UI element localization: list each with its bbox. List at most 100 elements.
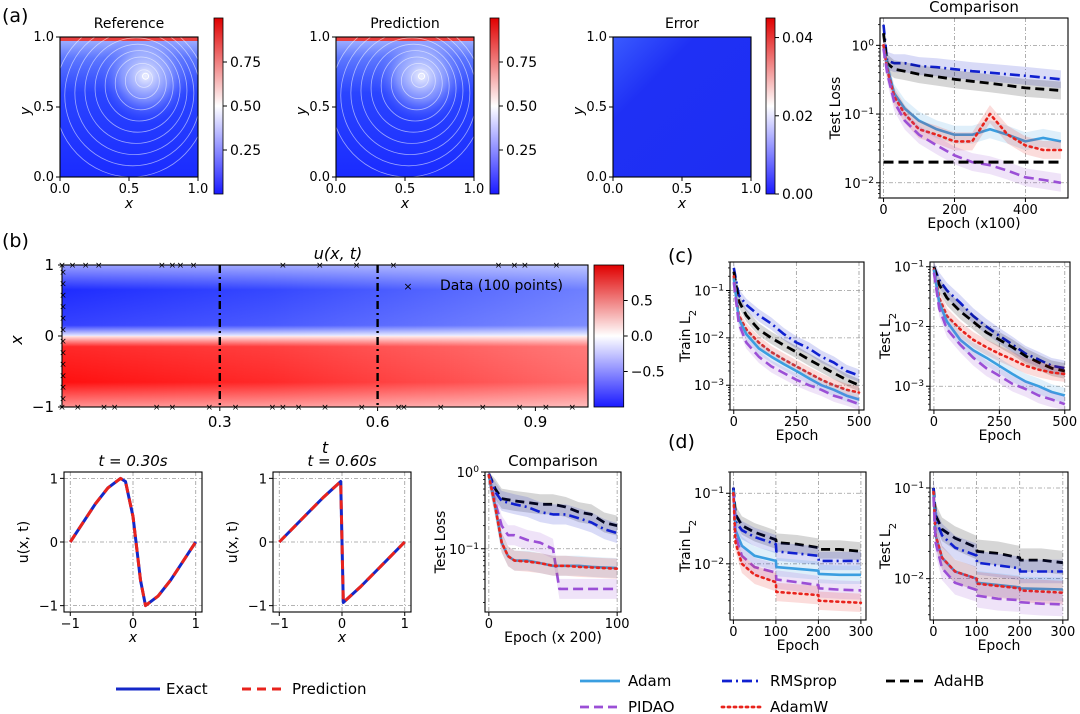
series-line-pidao [882, 48, 1062, 185]
series-line-adam [932, 269, 1066, 397]
plot-frame [484, 471, 622, 613]
colorbar [213, 17, 224, 195]
data-point-marker: × [553, 261, 561, 271]
x-axis-label: x [128, 630, 138, 646]
x-tick-label: 400 [1013, 203, 1038, 218]
chart-b-t060: −1 0 1 1 0 −1 t = 0.60s x u(x, t) [225, 452, 412, 646]
y-tick-label: 10−1 [694, 284, 724, 300]
data-point-marker: × [69, 261, 77, 271]
legend-label-pidao: PIDAO [628, 698, 675, 714]
streamline [104, 50, 174, 122]
y-tick-label: 1.0 [33, 30, 54, 45]
x-tick-label: 1.0 [741, 182, 762, 197]
streamline [390, 56, 443, 111]
y-axis-label: y [294, 106, 310, 116]
data-point-marker: × [321, 403, 329, 413]
series-band-adam [933, 480, 1063, 602]
vortex-center [418, 72, 426, 80]
x-axis-label: Epoch (x100) [927, 216, 1020, 232]
streamline [370, 43, 457, 133]
colorbar-tick-label: 0.25 [230, 143, 261, 159]
chart-title: u(x, t) [314, 244, 363, 263]
x-tick-label: 500 [1052, 415, 1077, 430]
series-band-adamw [883, 36, 1061, 159]
chart-title: Reference [94, 16, 165, 32]
colorbar-tick-label: 0.5 [631, 294, 653, 310]
y-axis-label: Train L2 [678, 310, 699, 363]
x-axis-label: Epoch [979, 428, 1022, 444]
streamline [84, 37, 188, 144]
legend-label-exact: Exact [166, 680, 208, 698]
y-tick-label: 10−1 [894, 260, 924, 276]
streamline [94, 43, 181, 133]
data-point-marker: × [95, 261, 103, 271]
data-point-marker: × [169, 261, 177, 271]
series-line-adamw [932, 490, 1065, 594]
y-tick-label: 10−2 [844, 176, 874, 192]
streamline [380, 50, 450, 122]
data-point-marker: × [177, 261, 185, 271]
x-tick-label: 1.0 [464, 182, 485, 197]
colorbar-tick-label: 0.00 [782, 187, 813, 203]
streamline [411, 69, 429, 88]
colorbar-tick-label: 0.25 [506, 143, 537, 159]
charts-layer: 0.0 0.5 1.00.00.51.0Referencexy0.250.500.7… [7, 0, 1077, 654]
data-point-marker: × [59, 360, 67, 370]
y-tick-label: 100 [852, 38, 875, 54]
streamline [350, 31, 471, 155]
y-tick-label: 10−2 [894, 319, 924, 335]
series-band-rmsprop [733, 478, 861, 571]
y-tick-label: 1 [259, 472, 267, 487]
chart-title: Comparison [929, 0, 1019, 16]
series-line-adahb [487, 473, 618, 528]
colorbar-tick-label: 0.02 [782, 109, 813, 125]
x-tick-label: 0.5 [672, 182, 693, 197]
panel-label-c: (c) [668, 245, 693, 267]
series-line-rmsprop [732, 487, 861, 563]
data-point-marker: × [400, 403, 408, 413]
chart-b-comparison: 0 100 100 10−1 Comparison Epoch (x 200) Test L… [433, 452, 630, 646]
data-point-marker: × [279, 261, 287, 271]
series-line-adahb [732, 271, 860, 387]
data-point-marker: × [511, 261, 519, 271]
vortex-center [142, 72, 150, 80]
y-tick-label: 1 [44, 256, 54, 274]
series-band-rmsprop [883, 18, 1061, 89]
y-tick-label: 0.5 [309, 100, 330, 115]
chart-title: t = 0.30s [98, 452, 167, 470]
plot-frame [729, 471, 867, 621]
colorbar [765, 17, 776, 195]
y-tick-label: −1 [32, 398, 54, 416]
data-point-marker: × [190, 261, 198, 271]
x-tick-label: 100 [763, 625, 788, 640]
y-tick-label: 10−1 [844, 107, 874, 123]
x-tick-label: 0.9 [523, 413, 547, 431]
y-tick-label: 0.0 [586, 170, 607, 185]
x-axis-label: x [400, 196, 410, 212]
y-tick-label: 10−3 [694, 378, 724, 394]
chart-a-error: 0.0 0.5 1.0 0.0 0.5 1.0 Error x y 0.00 0.02 0.04 [571, 16, 813, 212]
heatmap-upper-fade [62, 265, 588, 336]
chart-a-prediction: 0.0 0.5 1.0 0.0 0.5 1.0 Prediction x y 0.25 0.50 0.… [294, 16, 537, 212]
series-band-rmsprop [488, 472, 618, 544]
colorbar [489, 17, 500, 195]
series-line-prediction [69, 476, 197, 608]
x-tick-label: 100 [964, 625, 989, 640]
x-tick-label: 0.0 [50, 182, 71, 197]
y-axis-label: u(x, t) [225, 521, 241, 563]
data-point-marker: × [59, 291, 67, 301]
series-line-adamw [732, 275, 861, 394]
y-tick-label: 0 [259, 536, 267, 551]
data-point-marker: × [59, 383, 67, 393]
chart-a-reference: 0.0 0.5 1.0 0.0 0.5 1.0 Reference x y 0.25 0.50 0.7… [18, 16, 261, 212]
colorbar-tick-label: 0.04 [782, 31, 813, 47]
y-axis-label: Test Loss [828, 77, 844, 141]
x-tick-label: 250 [784, 415, 809, 430]
y-tick-label: 0 [44, 327, 54, 345]
lid-highlight [336, 37, 474, 41]
plot-frame [929, 261, 1071, 411]
y-tick-label: 10−3 [894, 379, 924, 395]
panel-label-a: (a) [2, 5, 28, 27]
data-point-marker: × [542, 403, 550, 413]
series-line-adamw [932, 268, 1067, 376]
